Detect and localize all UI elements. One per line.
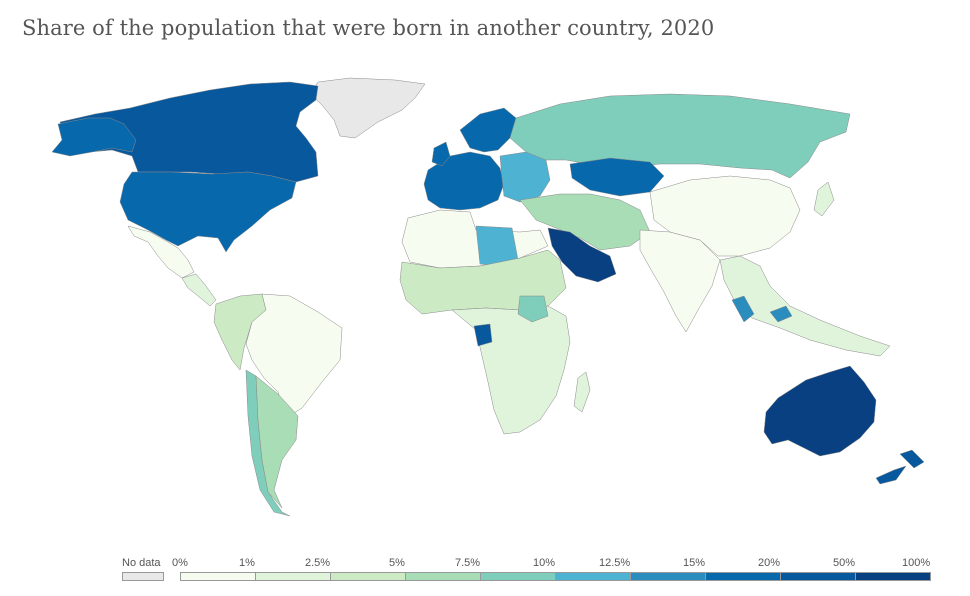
legend-swatch	[480, 572, 556, 581]
legend-swatch	[255, 572, 331, 581]
legend-tick-label: 20%	[758, 557, 781, 569]
legend-tick-label: 100%	[902, 557, 931, 569]
region-new-zealand[interactable]	[875, 449, 925, 485]
region-central-america[interactable]	[181, 273, 217, 307]
legend-tick-label: 1%	[239, 557, 255, 569]
legend-swatch	[705, 572, 781, 581]
legend-swatch	[555, 572, 631, 581]
region-kazakhstan[interactable]	[569, 157, 665, 197]
legend-no-data-swatch	[122, 572, 164, 581]
region-saudi-arabia[interactable]	[547, 227, 617, 283]
legend-tick-label: 12.5%	[599, 557, 631, 569]
legend-swatch	[630, 572, 706, 581]
region-madagascar[interactable]	[573, 371, 591, 413]
legend-tick-label: 10%	[533, 557, 556, 569]
legend-swatch	[330, 572, 406, 581]
world-map	[51, 77, 925, 517]
region-greenland[interactable]	[309, 77, 426, 139]
region-argentina[interactable]	[255, 375, 299, 509]
region-uk[interactable]	[431, 141, 451, 167]
chart-title: Share of the population that were born i…	[22, 16, 715, 40]
legend-no-data-label: No data	[122, 557, 161, 569]
region-russia[interactable]	[509, 93, 851, 179]
color-legend: No data 0% 1% 2.5% 5% 7.5% 10% 12.5% 15% 20% 50% 1…	[0, 555, 970, 587]
region-eastern-europe[interactable]	[499, 151, 551, 203]
legend-tick-label: 50%	[833, 557, 856, 569]
region-south-sudan[interactable]	[517, 295, 549, 323]
legend-swatch	[855, 572, 931, 581]
region-mexico[interactable]	[127, 225, 195, 279]
region-andean[interactable]	[213, 293, 267, 371]
region-united-states[interactable]	[119, 171, 297, 253]
region-central-southern-africa[interactable]	[451, 305, 571, 435]
region-canada[interactable]	[55, 81, 319, 183]
legend-swatch	[405, 572, 481, 581]
region-malaysia[interactable]	[731, 295, 793, 323]
region-australia[interactable]	[763, 365, 877, 457]
legend-tick-label: 0%	[172, 557, 188, 569]
region-scandinavia[interactable]	[459, 107, 517, 153]
region-western-europe[interactable]	[423, 151, 505, 211]
legend-swatch	[780, 572, 856, 581]
legend-tick-label: 5%	[389, 557, 405, 569]
legend-tick-label: 7.5%	[455, 557, 481, 569]
legend-swatch	[180, 572, 256, 581]
region-japan[interactable]	[813, 181, 835, 217]
region-china[interactable]	[649, 175, 801, 257]
region-alaska[interactable]	[51, 117, 137, 157]
legend-tick-label: 2.5%	[305, 557, 331, 569]
legend-tick-label: 15%	[683, 557, 706, 569]
region-gabon[interactable]	[473, 323, 493, 347]
